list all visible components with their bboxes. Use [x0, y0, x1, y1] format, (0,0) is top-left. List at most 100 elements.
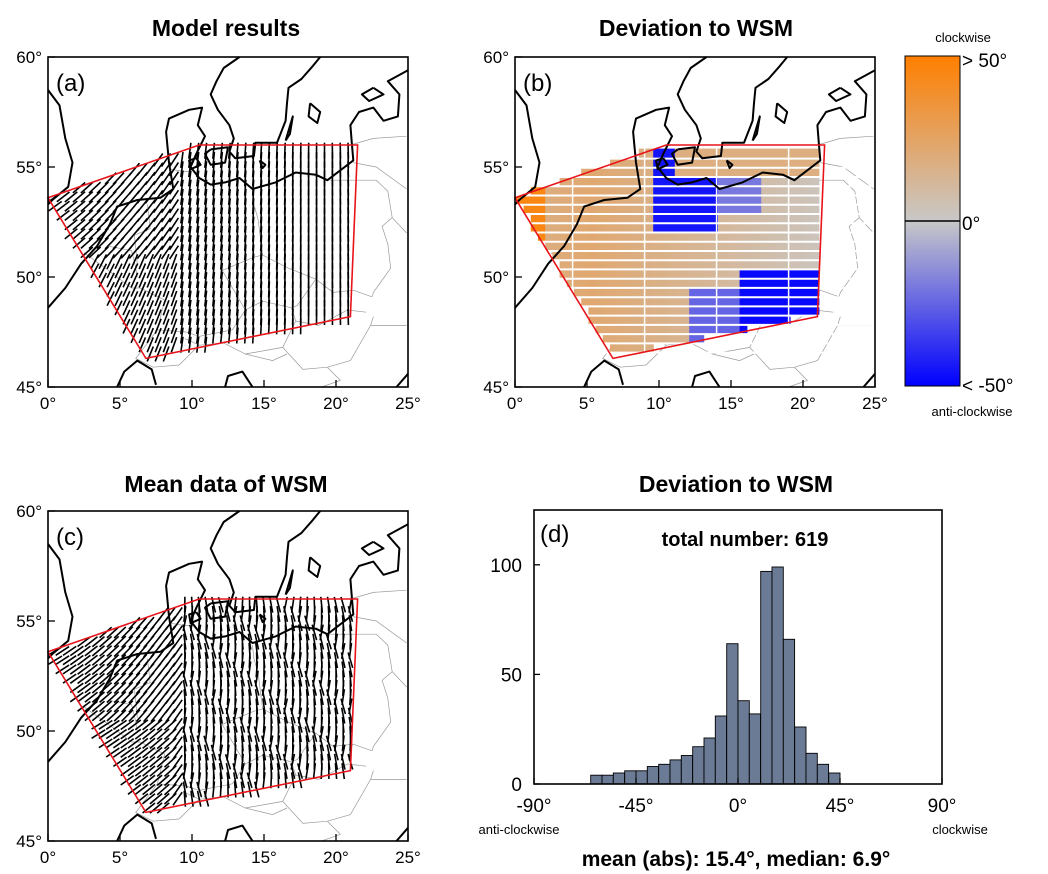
- deviation-cell: [646, 204, 654, 214]
- orientation-stick: [298, 726, 302, 743]
- orientation-stick: [154, 337, 162, 353]
- orientation-stick: [204, 290, 208, 307]
- deviation-cell: [660, 333, 669, 344]
- deviation-cell: [761, 148, 769, 159]
- orientation-stick: [204, 281, 208, 298]
- orientation-stick: [225, 615, 231, 632]
- orientation-stick: [240, 726, 245, 743]
- deviation-cell: [739, 287, 748, 298]
- deviation-cell: [710, 287, 719, 298]
- country-border: [135, 344, 200, 368]
- deviation-cell: [696, 314, 705, 325]
- orientation-stick: [172, 662, 183, 677]
- deviation-cell: [610, 324, 618, 335]
- deviation-cell: [782, 204, 791, 214]
- orientation-stick: [325, 633, 332, 650]
- deviation-cell: [754, 287, 762, 298]
- deviation-cell: [696, 204, 705, 214]
- orientation-stick: [196, 290, 200, 307]
- coastline: [224, 370, 254, 388]
- deviation-cell: [674, 176, 683, 187]
- deviation-cell: [595, 259, 604, 270]
- orientation-stick: [276, 605, 281, 623]
- x-tick-label: 0°: [729, 796, 747, 817]
- orientation-stick: [154, 327, 162, 344]
- y-tick-label: 100: [490, 556, 522, 577]
- orientation-stick: [80, 209, 94, 222]
- orientation-stick: [170, 272, 178, 288]
- orientation-stick: [327, 605, 331, 622]
- orientation-stick: [69, 691, 84, 703]
- deviation-cell: [602, 268, 611, 279]
- orientation-stick: [134, 746, 149, 759]
- orientation-stick: [190, 716, 194, 733]
- orientation-stick: [183, 735, 187, 752]
- deviation-cell: [689, 268, 697, 279]
- deviation-cell: [653, 314, 661, 325]
- deviation-cell: [610, 333, 618, 344]
- orientation-stick: [134, 719, 149, 731]
- orientation-stick: [239, 615, 246, 632]
- orientation-stick: [225, 698, 231, 715]
- orientation-stick: [91, 645, 106, 657]
- orientation-stick: [196, 327, 200, 344]
- orientation-stick: [196, 262, 200, 279]
- coastline: [284, 569, 294, 596]
- orientation-stick: [134, 756, 149, 768]
- orientation-stick: [130, 263, 139, 279]
- deviation-cell: [631, 268, 640, 279]
- y-tick-label: 50°: [16, 268, 42, 287]
- orientation-stick: [219, 161, 224, 178]
- orientation-stick: [188, 308, 192, 326]
- country-border: [788, 366, 808, 388]
- orientation-stick: [188, 253, 192, 270]
- deviation-cell: [631, 213, 640, 224]
- orientation-stick: [247, 762, 252, 780]
- deviation-cell: [631, 333, 640, 344]
- orientation-stick: [112, 719, 128, 731]
- deviation-cell: [646, 305, 654, 316]
- x-tick-label: 5°: [112, 848, 128, 867]
- orientation-stick: [120, 719, 135, 731]
- deviation-cell: [624, 314, 633, 325]
- deviation-cell: [703, 287, 712, 298]
- orientation-stick: [152, 199, 164, 214]
- orientation-stick: [290, 698, 295, 715]
- orientation-stick: [283, 642, 288, 659]
- deviation-cell: [718, 259, 726, 270]
- deviation-cell: [718, 157, 726, 168]
- orientation-stick: [327, 652, 331, 669]
- orientation-stick: [311, 726, 318, 743]
- orientation-stick: [212, 198, 216, 215]
- deviation-cell: [638, 231, 647, 242]
- orientation-stick: [196, 318, 200, 335]
- deviation-cell: [653, 268, 661, 279]
- deviation-cell: [595, 250, 604, 261]
- orientation-stick: [180, 299, 184, 316]
- deviation-cell: [646, 157, 654, 168]
- orientation-stick: [160, 208, 172, 223]
- orientation-stick: [128, 663, 141, 676]
- country-border: [330, 179, 393, 245]
- orientation-stick: [120, 756, 135, 768]
- orientation-stick: [183, 633, 187, 650]
- orientation-stick: [227, 253, 231, 270]
- deviation-cell: [761, 268, 769, 279]
- orientation-stick: [182, 679, 187, 696]
- orientation-stick: [144, 162, 156, 177]
- orientation-stick: [188, 161, 192, 178]
- deviation-cell: [581, 185, 589, 196]
- deviation-cell: [804, 222, 813, 233]
- deviation-cell: [703, 250, 712, 261]
- orientation-stick: [212, 207, 216, 224]
- orientation-stick: [196, 689, 202, 706]
- orientation-stick: [146, 272, 155, 288]
- orientation-stick: [121, 681, 134, 695]
- orientation-stick: [334, 605, 338, 622]
- deviation-cell: [602, 213, 611, 224]
- x-tick-label: 20°: [790, 394, 816, 413]
- orientation-stick: [197, 670, 202, 687]
- deviation-cell: [754, 277, 762, 288]
- orientation-stick: [298, 735, 302, 752]
- orientation-stick: [142, 793, 156, 805]
